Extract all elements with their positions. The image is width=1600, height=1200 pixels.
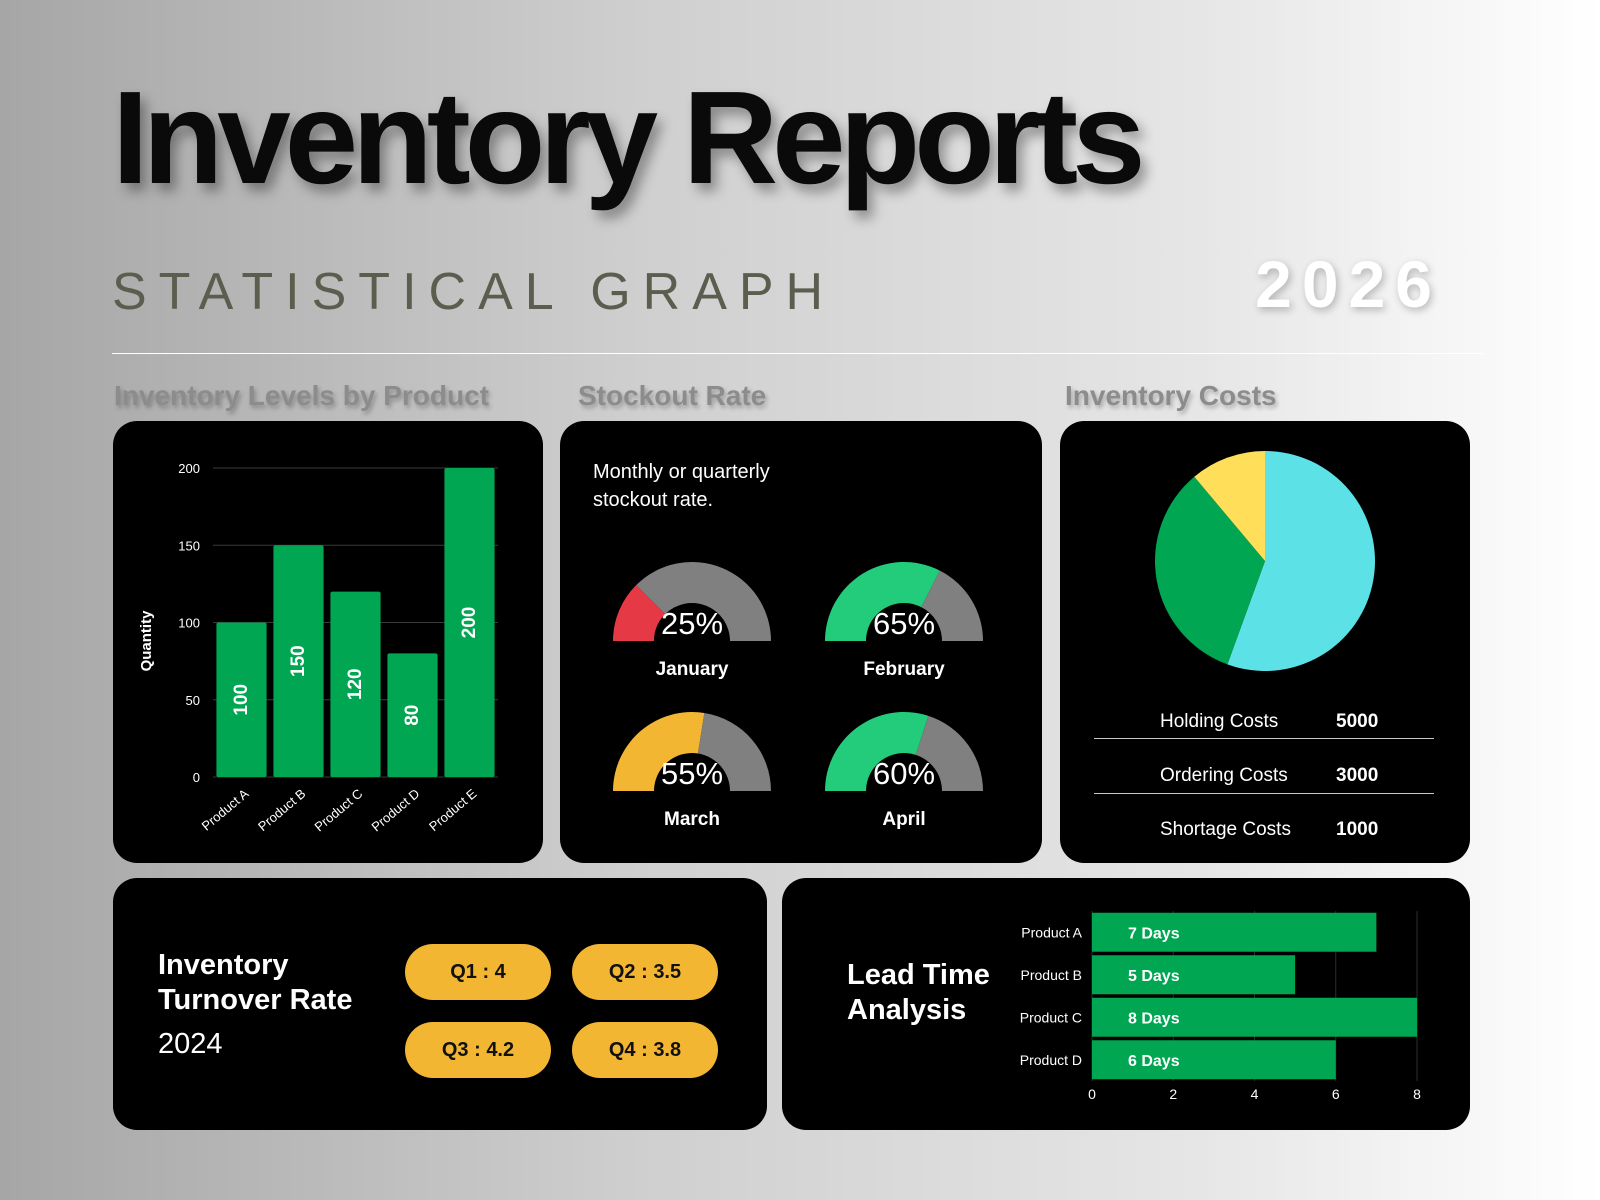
- quarter-badge-q1: Q1 : 4: [405, 944, 551, 1000]
- bar: [330, 591, 381, 777]
- x-tick-label: 0: [1088, 1086, 1096, 1102]
- gauge-label: April: [882, 809, 925, 830]
- gauge-value: 65%: [873, 606, 935, 641]
- cost-value: 1000: [1336, 819, 1379, 840]
- bar: [387, 653, 438, 777]
- bar-data-label: 80: [402, 705, 423, 726]
- bar-data-label: 7 Days: [1128, 925, 1180, 942]
- stockout-description: Monthly or quarterly stockout rate.: [593, 458, 770, 514]
- stockout-card: Monthly or quarterly stockout rate. 25% J…: [560, 421, 1042, 863]
- quarter-badge-q4: Q4 : 3.8: [572, 1022, 718, 1078]
- turnover-title-line1: Inventory: [158, 949, 289, 981]
- x-tick-label: Product B: [255, 786, 308, 834]
- pie-slice: [1194, 451, 1265, 561]
- cost-value: 3000: [1336, 765, 1379, 786]
- page-subtitle: STATISTICAL GRAPH: [112, 263, 836, 321]
- bar: [1092, 1040, 1336, 1080]
- y-tick-label: 150: [178, 538, 200, 553]
- costs-pie-chart: [1155, 451, 1375, 671]
- gauge-remaining-arc: [697, 712, 771, 791]
- y-tick-label: 0: [193, 770, 200, 785]
- x-tick-label: 6: [1332, 1086, 1340, 1102]
- gauge-value: 60%: [873, 756, 935, 791]
- turnover-year: 2024: [158, 1028, 223, 1060]
- pie-slice: [1227, 451, 1375, 671]
- y-tick-label: Product B: [1021, 967, 1082, 983]
- bar-data-label: 150: [288, 645, 309, 677]
- gauge-filled-arc: [613, 712, 705, 791]
- x-tick-label: 4: [1251, 1086, 1259, 1102]
- cost-label: Holding Costs: [1160, 711, 1279, 732]
- gauge-filled-arc: [613, 585, 666, 641]
- y-tick-label: Product A: [1021, 924, 1082, 940]
- gauge-filled-arc: [825, 562, 940, 641]
- lead-time-card: Lead Time Analysis 0 2 4 6 8 7 Days Product A 5…: [782, 878, 1470, 1130]
- lead-time-bar-chart: 0 2 4 6 8 7 Days Product A 5 Days Product B 8 Day…: [1020, 911, 1421, 1102]
- cost-label: Shortage Costs: [1160, 819, 1291, 840]
- y-tick-label: Product C: [1020, 1009, 1082, 1025]
- y-axis-label: Quantity: [138, 610, 155, 671]
- gauge-value: 25%: [661, 606, 723, 641]
- gauge-label: March: [664, 809, 720, 830]
- report-year: 2026: [1255, 247, 1442, 321]
- costs-section-title: Inventory Costs: [1065, 380, 1277, 411]
- turnover-title-line2: Turnover Rate: [158, 984, 353, 1016]
- gauge-value: 55%: [661, 756, 723, 791]
- gauge-label: January: [656, 659, 729, 680]
- stockout-description-line2: stockout rate.: [593, 489, 714, 511]
- cost-label: Ordering Costs: [1160, 765, 1288, 786]
- bar-data-label: 100: [231, 684, 252, 716]
- bar-data-label: 200: [459, 607, 480, 639]
- x-tick-label: 2: [1169, 1086, 1177, 1102]
- levels-card: 0 50 100 150 200 100 Product A 150 Product B 120 P…: [113, 421, 543, 863]
- page-title: Inventory Reports: [112, 64, 1146, 211]
- cost-divider: [1094, 793, 1434, 794]
- x-tick-label: Product D: [368, 786, 422, 835]
- cost-row-shortage: Shortage Costs 1000: [1060, 819, 1470, 849]
- lead-time-title: Lead Time Analysis: [847, 958, 990, 1028]
- turnover-card: Inventory Turnover Rate 2024 Q1 : 4 Q2 :…: [113, 878, 767, 1130]
- x-tick-label: 8: [1413, 1086, 1421, 1102]
- cost-row-ordering: Ordering Costs 3000: [1060, 765, 1470, 795]
- gauge-label: February: [863, 659, 945, 680]
- cost-row-holding: Holding Costs 5000: [1060, 711, 1470, 741]
- lead-time-title-line2: Analysis: [847, 994, 967, 1026]
- x-tick-label: Product A: [199, 786, 252, 834]
- bar-data-label: 8 Days: [1128, 1010, 1180, 1027]
- stockout-section-title: Stockout Rate: [578, 380, 767, 411]
- y-tick-label: 50: [186, 693, 200, 708]
- x-tick-label: Product C: [311, 786, 365, 835]
- stockout-gauges: 25% January 65% February 55% March 60% April: [613, 562, 983, 830]
- gauge-filled-arc: [825, 712, 929, 791]
- y-tick-label: Product D: [1020, 1052, 1082, 1068]
- bar: [216, 622, 267, 777]
- levels-section-title: Inventory Levels by Product: [114, 380, 489, 411]
- cost-value: 5000: [1336, 711, 1379, 732]
- gauge-remaining-arc: [636, 562, 771, 641]
- bar: [1092, 997, 1417, 1037]
- levels-bar-chart: 0 50 100 150 200 100 Product A 150 Product B 120 P…: [138, 461, 498, 835]
- turnover-title: Inventory Turnover Rate: [158, 948, 352, 1018]
- y-tick-label: 100: [178, 616, 200, 631]
- gauge-remaining-arc: [915, 715, 983, 791]
- bar-data-label: 120: [345, 668, 366, 700]
- bar: [1092, 955, 1296, 995]
- bar-data-label: 6 Days: [1128, 1053, 1180, 1070]
- y-tick-label: 200: [178, 461, 200, 476]
- bar-data-label: 5 Days: [1128, 968, 1180, 985]
- pie-slice: [1155, 476, 1265, 665]
- bar: [444, 468, 495, 777]
- lead-time-title-line1: Lead Time: [847, 959, 990, 991]
- costs-card: Holding Costs 5000 Ordering Costs 3000 S…: [1060, 421, 1470, 863]
- quarter-badge-q2: Q2 : 3.5: [572, 944, 718, 1000]
- header-divider: [112, 353, 1484, 354]
- x-tick-label: Product E: [426, 786, 480, 834]
- bar: [1092, 912, 1377, 952]
- quarter-badge-q3: Q3 : 4.2: [405, 1022, 551, 1078]
- bar: [273, 545, 324, 777]
- stockout-description-line1: Monthly or quarterly: [593, 461, 770, 483]
- cost-divider: [1094, 738, 1434, 739]
- gauge-remaining-arc: [921, 570, 983, 641]
